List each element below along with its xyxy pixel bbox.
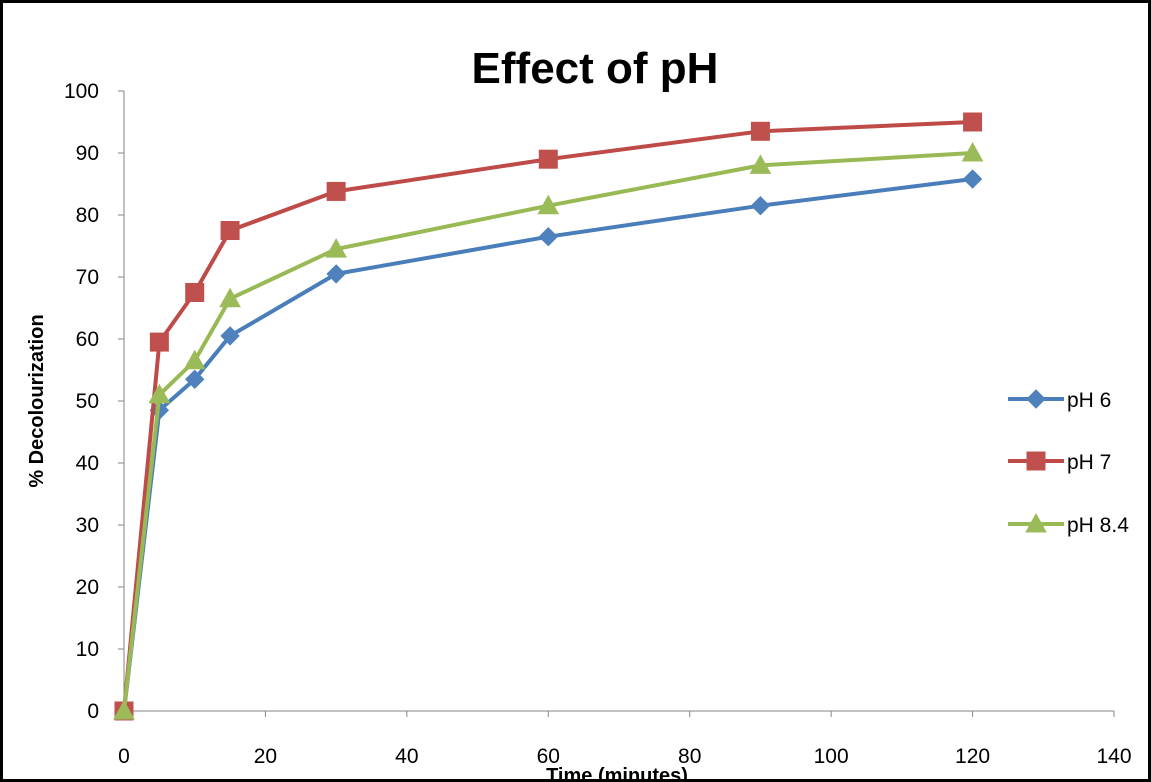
x-tick-label: 100 [814,745,849,768]
data-point [538,226,558,247]
legend-label: pH 8.4 [1067,514,1129,537]
y-axis-title: % Decolourization [26,314,48,487]
x-tick-label: 0 [118,745,130,768]
line-chart: Effect of pH Time (minutes) % Decolouriz… [26,44,1132,782]
legend: pH 6 pH 7 pH 8.4 [1008,389,1129,537]
y-tick-label: 80 [76,204,99,227]
data-point [326,264,346,284]
data-point [538,149,558,169]
data-point [325,238,347,258]
legend-item: pH 7 [1008,451,1111,474]
x-tick-label: 40 [395,745,418,768]
data-point [750,121,770,141]
legend-label: pH 6 [1067,389,1111,412]
x-tick-label: 60 [537,745,560,768]
x-tick-label: 80 [678,745,701,768]
data-point [961,141,984,162]
series-layer [113,112,984,721]
series-ph-6 [114,169,983,721]
data-point [113,699,135,720]
chart-title: Effect of pH [472,44,719,93]
y-tick-label: 10 [76,638,99,661]
x-axis-title: Time (minutes) [546,765,688,782]
data-point [149,332,169,352]
x-tick-label: 20 [254,745,277,768]
y-tick-label: 90 [76,142,99,165]
data-point [183,349,206,370]
legend-marker [1026,389,1046,409]
x-tick-label: 120 [955,745,990,768]
data-point [537,194,560,215]
data-point [148,383,171,404]
series-ph-8-4 [113,141,984,720]
data-point [326,181,346,201]
y-tick-label: 70 [76,266,99,289]
y-tick-label: 60 [76,328,99,351]
y-tick-label: 100 [64,80,99,103]
y-tick-label: 0 [87,700,99,723]
series-ph-7 [114,112,983,721]
legend-label: pH 7 [1067,451,1111,474]
data-point [750,195,771,216]
data-point [219,287,241,308]
y-tick-label: 40 [76,452,99,475]
data-point [962,169,983,189]
y-tick-label: 30 [76,514,99,537]
axes: 0 10 20 30 40 50 60 70 80 90 100 0 20 40 60 80 100 120 140 [64,80,1132,768]
x-tick-label: 140 [1096,745,1131,768]
series-line [122,177,973,712]
data-point [749,154,772,174]
y-tick-label: 20 [76,576,99,599]
data-point [220,326,240,346]
legend-marker [1025,512,1047,533]
legend-item: pH 6 [1008,389,1111,412]
legend-item: pH 8.4 [1008,512,1129,537]
data-point [963,112,983,132]
series-line [122,151,973,712]
data-point [185,369,205,390]
data-point [185,283,205,302]
legend-marker [1026,451,1046,471]
data-point [220,221,240,240]
y-tick-label: 50 [76,390,99,413]
